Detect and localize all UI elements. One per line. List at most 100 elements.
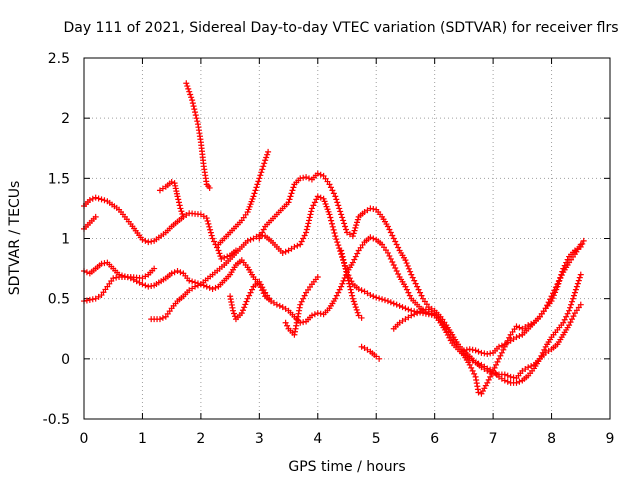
data-point-marker bbox=[285, 199, 292, 206]
data-point-marker bbox=[217, 253, 224, 260]
data-point-marker bbox=[485, 376, 492, 383]
data-point-marker bbox=[370, 235, 377, 242]
data-point-marker bbox=[352, 304, 359, 311]
data-point-marker bbox=[145, 239, 152, 246]
data-point-marker bbox=[367, 234, 374, 241]
data-point-marker bbox=[504, 378, 511, 385]
data-point-marker bbox=[86, 296, 93, 303]
data-point-marker bbox=[327, 214, 334, 221]
data-point-marker bbox=[192, 283, 199, 290]
data-point-marker bbox=[358, 343, 365, 350]
data-point-marker bbox=[367, 205, 374, 212]
data-point-marker bbox=[239, 307, 246, 314]
data-point-marker bbox=[287, 193, 294, 200]
series-track-4 bbox=[183, 80, 213, 191]
data-point-marker bbox=[403, 260, 410, 267]
data-point-marker bbox=[351, 256, 358, 263]
data-point-marker bbox=[495, 343, 502, 350]
data-point-marker bbox=[387, 299, 394, 306]
data-point-marker bbox=[572, 286, 579, 293]
data-point-marker bbox=[390, 300, 397, 307]
data-point-marker bbox=[101, 260, 108, 267]
series-track-15 bbox=[460, 241, 584, 358]
data-point-marker bbox=[393, 301, 400, 308]
data-point-marker bbox=[305, 220, 312, 227]
data-point-marker bbox=[541, 346, 548, 353]
data-point-marker bbox=[395, 270, 402, 277]
data-point-marker bbox=[557, 275, 564, 282]
data-point-marker bbox=[238, 310, 245, 317]
data-point-marker bbox=[98, 260, 105, 267]
data-point-marker bbox=[317, 194, 324, 201]
data-point-marker bbox=[206, 223, 213, 230]
data-point-marker bbox=[567, 319, 574, 326]
data-point-marker bbox=[216, 250, 223, 257]
data-point-marker bbox=[262, 157, 269, 164]
data-point-marker bbox=[300, 295, 307, 302]
data-point-marker bbox=[186, 88, 193, 95]
data-point-marker bbox=[139, 281, 146, 288]
data-point-marker bbox=[484, 379, 491, 386]
data-point-marker bbox=[399, 304, 406, 311]
data-point-marker bbox=[498, 349, 505, 356]
data-point-marker bbox=[251, 190, 258, 197]
data-point-marker bbox=[339, 280, 346, 287]
data-point-marker bbox=[358, 314, 365, 321]
data-point-marker bbox=[392, 264, 399, 271]
data-point-marker bbox=[252, 187, 259, 194]
data-point-marker bbox=[341, 262, 348, 269]
y-tick-label: 2.5 bbox=[48, 51, 70, 67]
data-point-marker bbox=[206, 184, 213, 191]
data-point-marker bbox=[349, 259, 356, 266]
data-point-marker bbox=[314, 193, 321, 200]
data-point-marker bbox=[148, 283, 155, 290]
data-point-marker bbox=[494, 358, 501, 365]
data-point-marker bbox=[247, 289, 254, 296]
data-point-marker bbox=[341, 259, 348, 266]
data-point-marker bbox=[159, 314, 166, 321]
series-track-14 bbox=[390, 306, 438, 332]
data-point-marker bbox=[487, 373, 494, 380]
data-point-marker bbox=[101, 197, 108, 204]
data-point-marker bbox=[244, 237, 251, 244]
data-point-marker bbox=[178, 208, 185, 215]
data-point-marker bbox=[320, 195, 327, 202]
data-point-marker bbox=[542, 305, 549, 312]
data-point-marker bbox=[307, 211, 314, 218]
data-point-marker bbox=[481, 350, 488, 357]
data-point-marker bbox=[306, 175, 313, 182]
data-point-marker bbox=[554, 281, 561, 288]
data-point-marker bbox=[551, 287, 558, 294]
y-tick-label: 0.5 bbox=[48, 292, 70, 308]
data-point-marker bbox=[386, 252, 393, 259]
data-point-marker bbox=[338, 211, 345, 218]
data-point-marker bbox=[328, 217, 335, 224]
data-point-marker bbox=[189, 278, 196, 285]
data-point-marker bbox=[552, 284, 559, 291]
data-point-marker bbox=[352, 224, 359, 231]
data-point-marker bbox=[367, 292, 374, 299]
data-point-marker bbox=[332, 193, 339, 200]
data-point-marker bbox=[495, 355, 502, 362]
data-point-marker bbox=[405, 289, 412, 296]
data-point-marker bbox=[340, 217, 347, 224]
data-point-marker bbox=[244, 295, 251, 302]
data-point-marker bbox=[265, 148, 272, 155]
data-point-marker bbox=[303, 174, 310, 181]
data-point-marker bbox=[212, 284, 219, 291]
data-point-marker bbox=[573, 283, 580, 290]
data-point-marker bbox=[402, 257, 409, 264]
data-point-marker bbox=[242, 301, 249, 308]
data-point-marker bbox=[412, 280, 419, 287]
data-point-marker bbox=[218, 255, 225, 262]
data-point-marker bbox=[259, 166, 266, 173]
data-point-marker bbox=[248, 198, 255, 205]
data-point-marker bbox=[563, 313, 570, 320]
data-point-marker bbox=[332, 233, 339, 240]
data-point-marker bbox=[376, 295, 383, 302]
data-point-marker bbox=[89, 296, 96, 303]
data-point-marker bbox=[577, 271, 584, 278]
data-point-marker bbox=[175, 199, 182, 206]
data-point-marker bbox=[300, 174, 307, 181]
